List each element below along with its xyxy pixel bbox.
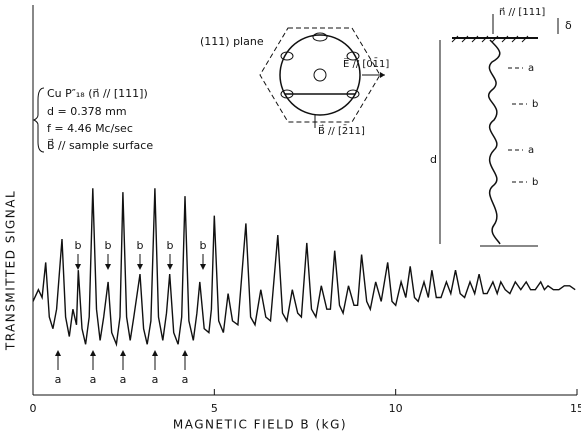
orbit-path (488, 39, 501, 245)
orbit-label: b (532, 177, 538, 188)
arrowhead (200, 264, 206, 270)
peak-label: a (90, 373, 97, 386)
peak-label: b (200, 239, 207, 252)
peak-label: a (182, 373, 189, 386)
normal-label: n⃗ // [111] (499, 7, 545, 18)
orbit-label: a (528, 145, 534, 156)
sample-info: B⃗ // sample surface (47, 138, 153, 152)
arrowhead (167, 264, 173, 270)
arrowhead (120, 350, 126, 356)
arrowhead (105, 264, 111, 270)
neck (313, 68, 327, 82)
level-lines (508, 67, 527, 183)
peak-label: a (55, 373, 62, 386)
peak-label: b (137, 239, 144, 252)
y-axis-title: TRANSMITTED SIGNAL (4, 190, 18, 351)
sample-info: f = 4.46 Mc/sec (47, 122, 133, 135)
e-field-label: E⃗ // [01̄1] (343, 57, 389, 70)
neck (280, 51, 294, 61)
x-tick-label: 10 (389, 402, 403, 415)
sample-info: Cu P″₁₈ (n⃗ // [111]) (47, 87, 148, 100)
neck (346, 51, 360, 61)
arrowhead (75, 264, 81, 270)
fermi-circle (279, 34, 361, 116)
peak-label: b (105, 239, 112, 252)
arrowhead (152, 350, 158, 356)
skin-label: δ (565, 19, 572, 32)
hatch (451, 35, 529, 43)
hexagon (259, 27, 381, 123)
orbit-label: a (528, 63, 534, 74)
peak-label: b (75, 239, 82, 252)
orbit-label: b (532, 99, 538, 110)
x-tick-label: 5 (211, 402, 218, 415)
neck (312, 32, 328, 42)
b-field-label: B⃗ // [2̄11] (318, 124, 365, 137)
arrowhead (55, 350, 61, 356)
x-tick-label: 15 (570, 402, 581, 415)
peak-label: b (167, 239, 174, 252)
arrowhead (380, 72, 385, 78)
arrowhead (90, 350, 96, 356)
peak-label: a (120, 373, 127, 386)
x-tick-label: 0 (30, 402, 37, 415)
arrowhead (182, 350, 188, 356)
x-axis-title: MAGNETIC FIELD B (kG) (173, 418, 347, 432)
sample-info: d = 0.378 mm (47, 105, 127, 118)
arrowhead (137, 264, 143, 270)
peak-label: a (152, 373, 159, 386)
brace (32, 87, 45, 153)
inset-title: (111) plane (200, 35, 264, 48)
signal-line (32, 188, 576, 348)
thickness-label: d (430, 153, 437, 166)
